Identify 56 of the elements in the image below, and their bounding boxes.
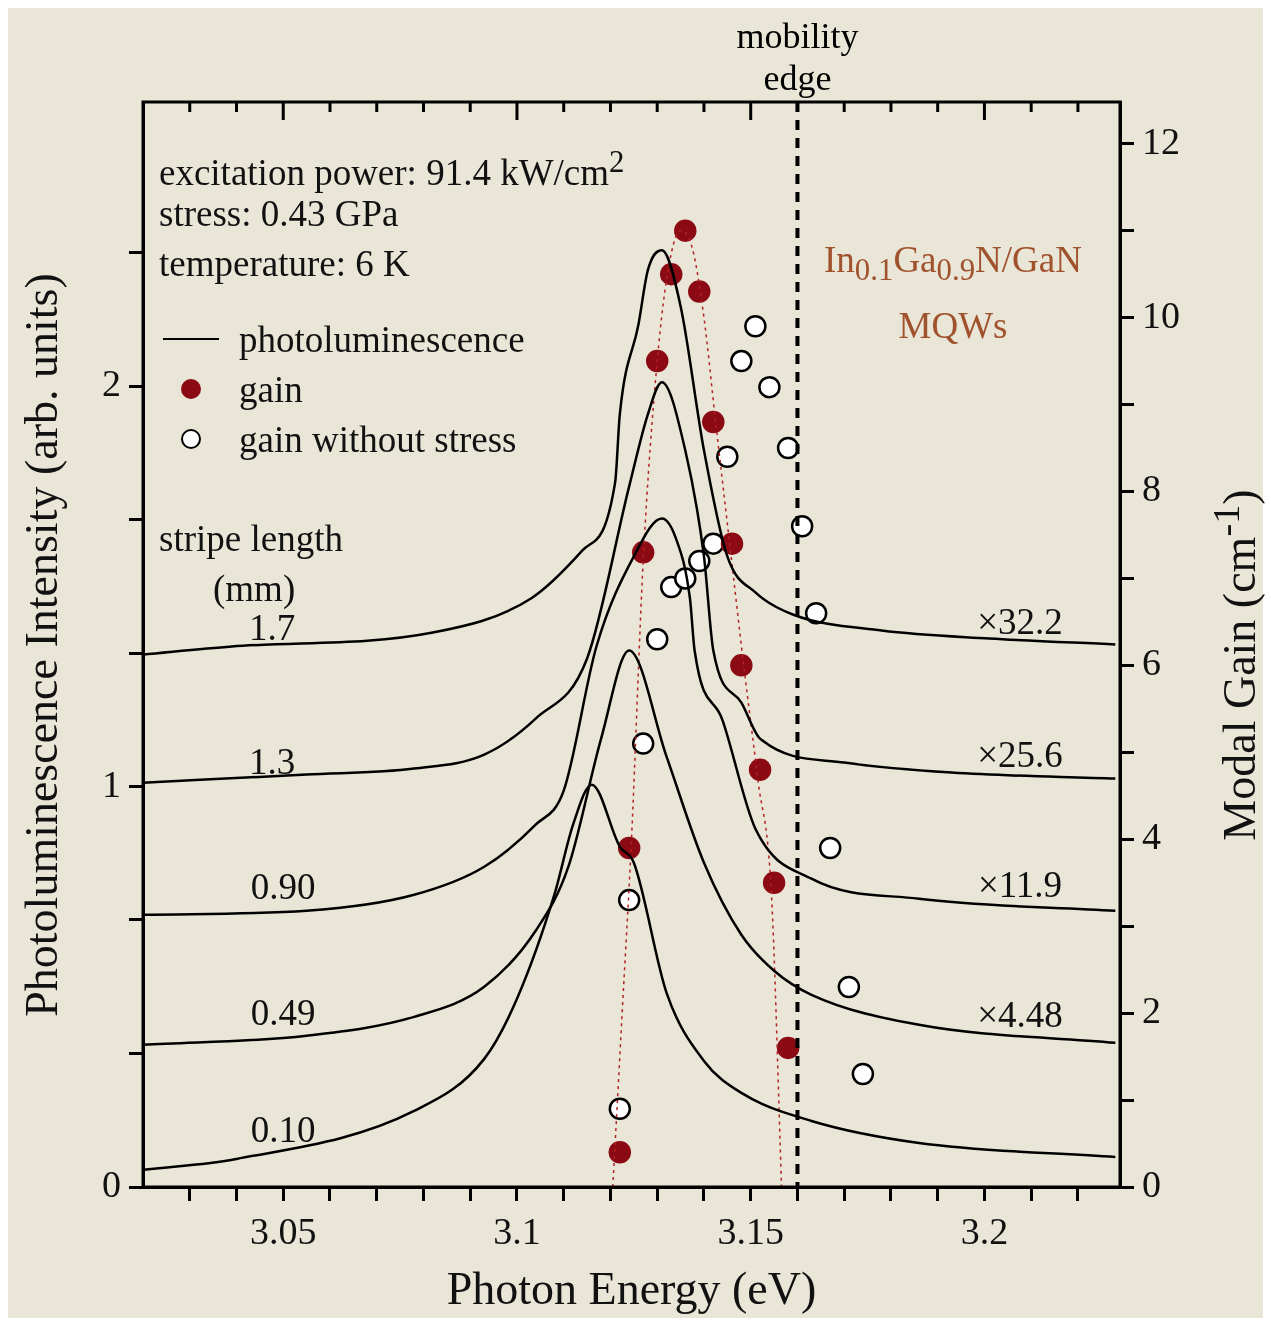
annotation: ×4.48: [977, 993, 1063, 1037]
point: [851, 1062, 875, 1086]
point: [688, 280, 711, 303]
point: [674, 219, 697, 242]
y-axis-title: Photoluminescence Intensity (arb. units): [16, 272, 67, 1017]
point: [758, 375, 781, 399]
point: [776, 1036, 800, 1060]
annotation: stress: 0.43 GPa: [159, 193, 399, 236]
y2-tick-label: 4: [1142, 815, 1161, 858]
y2-tick-label: 8: [1142, 467, 1161, 510]
point: [730, 654, 753, 677]
legend-label: gain: [239, 367, 303, 411]
point: [645, 349, 669, 373]
legend-label: gain without stress: [239, 417, 517, 461]
point: [748, 758, 772, 781]
point: [730, 349, 753, 373]
y2-tick-label: 10: [1142, 293, 1180, 336]
annotation: temperature: 6 K: [159, 242, 410, 286]
point: [776, 436, 800, 460]
annotation: In$_{0.1}$Ga$_{0.9}$N/GaN MQWs: [823, 238, 1083, 349]
y-tick-label: 2: [102, 362, 121, 405]
x-tick-label: 3.2: [960, 1209, 1009, 1252]
point: [645, 628, 669, 651]
y-tick-label: 0: [102, 1162, 121, 1205]
annotation: 1.3: [248, 740, 296, 784]
point: [804, 601, 828, 625]
annotation: ×32.2: [977, 600, 1063, 644]
annotation: (mm): [213, 567, 296, 611]
point: [744, 315, 767, 338]
point: [617, 888, 641, 912]
annotation: ×25.6: [977, 733, 1063, 777]
y-tick-label: 1: [102, 762, 121, 805]
x-axis-title: Photon Energy (eV): [446, 1263, 817, 1314]
annotation: stripe length: [159, 517, 343, 561]
point: [702, 410, 725, 434]
annotation: 0.90: [250, 865, 316, 909]
point: [762, 871, 786, 894]
x-tick-label: 3.05: [249, 1209, 317, 1252]
point: [716, 445, 739, 468]
annotation: 0.10: [250, 1108, 316, 1152]
point: [837, 975, 861, 999]
annotation: 0.49: [250, 991, 316, 1035]
annotation: excitation power: 91.4 kW/cm$^{2}$: [159, 144, 625, 196]
point: [608, 1097, 632, 1121]
x-tick-label: 3.1: [493, 1209, 541, 1252]
y2-tick-label: 12: [1142, 119, 1180, 162]
x-tick-label: 3.15: [717, 1209, 784, 1252]
point: [818, 836, 842, 860]
ref-line-label: mobility edge: [736, 16, 859, 98]
y2-tick-label: 6: [1142, 641, 1161, 684]
point: [631, 732, 655, 755]
y2-tick-label: 0: [1142, 1162, 1161, 1205]
legend-label: photoluminescence: [239, 317, 525, 361]
y2-tick-label: 2: [1142, 989, 1161, 1032]
annotation: ×11.9: [977, 863, 1063, 907]
point: [608, 1140, 632, 1164]
